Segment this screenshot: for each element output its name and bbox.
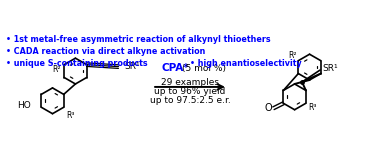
Text: CPA*: CPA*	[161, 63, 189, 73]
Text: R³: R³	[308, 103, 316, 112]
Text: • 1st metal-free asymmetric reaction of alkynyl thioethers: • 1st metal-free asymmetric reaction of …	[6, 35, 270, 44]
Text: R²: R²	[53, 65, 61, 74]
Text: R³: R³	[67, 111, 75, 120]
Text: HO: HO	[17, 101, 31, 110]
FancyBboxPatch shape	[1, 31, 377, 71]
Text: SR¹: SR¹	[125, 62, 140, 71]
Text: 29 examples: 29 examples	[161, 79, 219, 87]
Text: up to 97.5:2.5 e.r.: up to 97.5:2.5 e.r.	[150, 96, 230, 105]
Text: up to 96% yield: up to 96% yield	[154, 87, 226, 96]
Text: • high enantioselectivity: • high enantioselectivity	[190, 59, 302, 68]
Text: • CADA reaction via direct alkyne activation: • CADA reaction via direct alkyne activa…	[6, 47, 205, 56]
Text: SR¹: SR¹	[322, 64, 338, 73]
Text: (5 mol %): (5 mol %)	[182, 64, 226, 73]
Text: • unique S-containing products: • unique S-containing products	[6, 59, 147, 68]
Text: O: O	[265, 103, 272, 113]
Text: R²: R²	[288, 51, 296, 60]
